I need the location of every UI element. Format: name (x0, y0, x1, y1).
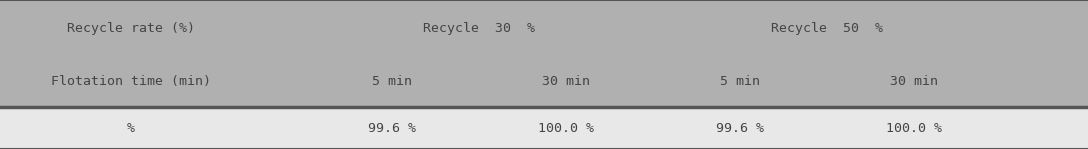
Text: 99.6 %: 99.6 % (716, 122, 764, 135)
Text: 100.0 %: 100.0 % (537, 122, 594, 135)
Text: 99.6 %: 99.6 % (368, 122, 416, 135)
Text: 5 min: 5 min (720, 75, 759, 89)
Text: 30 min: 30 min (542, 75, 590, 89)
Text: 5 min: 5 min (372, 75, 411, 89)
Bar (0, 0, 1088, 107)
Text: Recycle rate (%): Recycle rate (%) (66, 22, 195, 35)
Bar (0, 107, 1088, 149)
Text: 30 min: 30 min (890, 75, 938, 89)
Text: Recycle  50  %: Recycle 50 % (771, 22, 882, 35)
Text: Recycle  30  %: Recycle 30 % (423, 22, 534, 35)
Text: Flotation time (min): Flotation time (min) (50, 75, 211, 89)
Text: 100.0 %: 100.0 % (886, 122, 942, 135)
Text: %: % (126, 122, 135, 135)
